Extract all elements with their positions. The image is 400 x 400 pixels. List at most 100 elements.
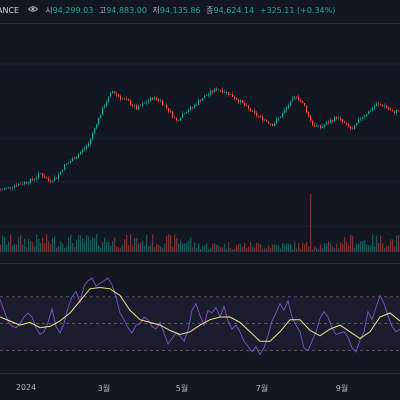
candle — [228, 91, 230, 98]
volume-bar — [58, 245, 60, 252]
candle — [330, 117, 332, 124]
candle — [334, 115, 336, 123]
candle — [232, 91, 234, 97]
candle — [202, 97, 204, 101]
volume-bar — [394, 246, 396, 252]
volume-bar — [174, 234, 176, 252]
price-chart[interactable] — [0, 0, 400, 263]
candle — [182, 111, 184, 119]
volume-bar — [296, 248, 298, 252]
candle — [90, 138, 92, 147]
candle — [254, 107, 256, 115]
candle — [150, 96, 152, 102]
volume-bar — [46, 234, 48, 252]
volume-bar — [304, 244, 306, 252]
volume-bar — [0, 244, 2, 252]
candle — [382, 103, 384, 108]
volume-bar — [308, 246, 310, 252]
candle — [50, 178, 52, 184]
volume-bar — [12, 245, 14, 252]
volume-bar — [170, 235, 172, 252]
rsi-chart[interactable] — [0, 264, 400, 374]
volume-bar — [132, 245, 134, 252]
volume-bar — [268, 245, 270, 252]
candle — [84, 145, 86, 153]
volume-bar — [78, 235, 80, 252]
volume-bar — [90, 240, 92, 252]
time-axis-divider — [0, 373, 400, 374]
candle — [300, 98, 302, 104]
volume-bar — [106, 242, 108, 252]
volume-bar — [16, 244, 18, 252]
volume-bar — [88, 236, 90, 252]
volume-bar — [380, 235, 382, 252]
candle — [360, 117, 362, 121]
volume-bar — [258, 243, 260, 252]
candle — [68, 161, 70, 164]
candle — [322, 124, 324, 129]
candle — [148, 98, 150, 104]
candle — [246, 102, 248, 107]
candle — [280, 115, 282, 119]
candle — [306, 105, 308, 114]
volume-bar — [48, 241, 50, 252]
volume-bar — [262, 248, 264, 252]
volume-bar — [372, 234, 374, 252]
volume-bar — [164, 243, 166, 252]
volume-bar — [244, 243, 246, 252]
candle — [156, 96, 158, 101]
symbol-label[interactable]: ANCE — [0, 6, 20, 15]
volume-bar — [160, 246, 162, 252]
volume-bar — [82, 238, 84, 252]
volume-bar — [64, 247, 66, 252]
candle — [180, 117, 182, 122]
candle — [194, 103, 196, 109]
candle — [336, 116, 338, 121]
volume-bar — [190, 237, 192, 252]
volume-bar — [352, 236, 354, 252]
volume-bar — [250, 241, 252, 252]
candle — [390, 106, 392, 111]
candle — [312, 120, 314, 127]
volume-bar — [134, 238, 136, 252]
volume-bar — [390, 239, 392, 252]
volume-bar — [20, 235, 22, 252]
volume-bar — [254, 247, 256, 252]
candle — [28, 181, 30, 186]
candle — [310, 115, 312, 122]
volume-bar — [272, 244, 274, 252]
candle — [80, 150, 82, 155]
volume-bar — [378, 243, 380, 252]
volume-bar — [162, 247, 164, 252]
volume-bar — [252, 246, 254, 252]
candle — [222, 87, 224, 95]
eye-icon[interactable] — [27, 0, 38, 22]
time-tick-label: 5월 — [175, 384, 189, 393]
candle — [250, 107, 252, 113]
volume-bar — [220, 247, 222, 252]
volume-bar — [248, 246, 250, 252]
candle — [46, 176, 48, 179]
candle — [326, 120, 328, 126]
time-axis[interactable]: 2024 3월 5월 7월 9월 — [0, 374, 400, 400]
volume-bar — [230, 248, 232, 252]
candle — [86, 144, 88, 151]
time-tick-label: 2024 — [15, 383, 37, 392]
candle — [224, 89, 226, 94]
volume-bar — [360, 241, 362, 252]
candle — [52, 180, 54, 184]
volume-bar — [80, 235, 82, 252]
candle — [320, 124, 322, 130]
candle — [48, 176, 50, 183]
candle — [288, 102, 290, 110]
volume-bar — [276, 245, 278, 252]
candle — [196, 103, 198, 107]
volume-bar — [84, 242, 86, 252]
candle — [186, 111, 188, 114]
volume-bar — [62, 243, 64, 252]
volume-bar — [24, 238, 26, 252]
candle — [216, 86, 218, 92]
pane-divider[interactable] — [0, 263, 400, 264]
candle — [176, 117, 178, 123]
candle — [278, 117, 280, 122]
